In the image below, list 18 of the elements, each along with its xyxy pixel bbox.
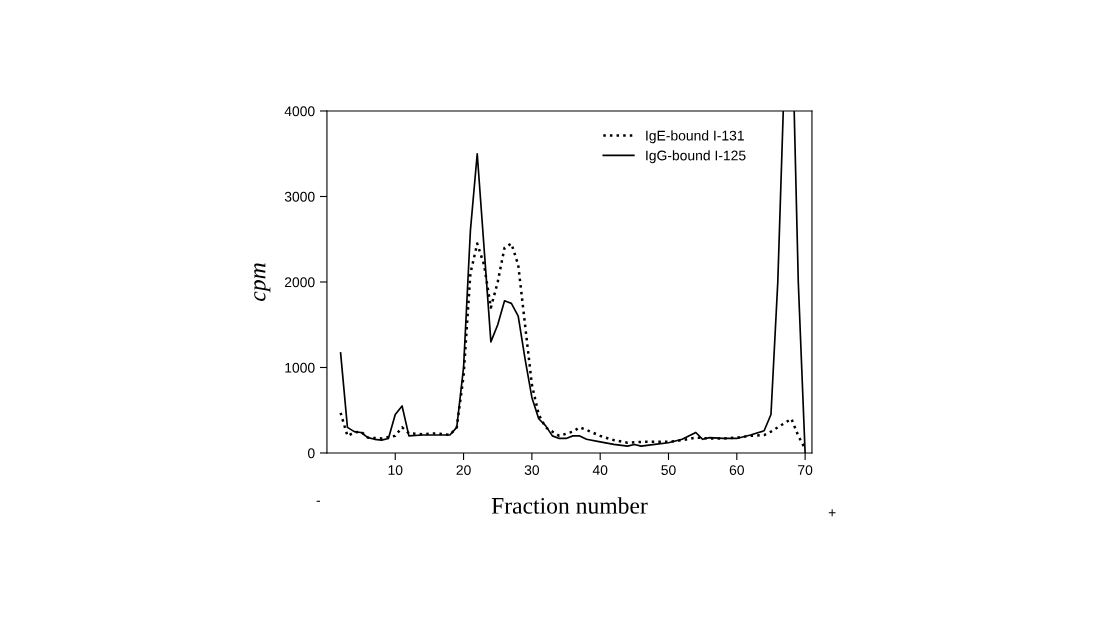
y-axis-title: cpm (254, 263, 271, 301)
x-tick-label: 30 (524, 465, 540, 475)
text: - (316, 500, 321, 502)
x-tick-label: 20 (456, 465, 471, 475)
y-tick-label: 4000 (284, 106, 315, 117)
y-tick-label: 3000 (284, 191, 315, 202)
y-tick-label: 2000 (284, 277, 315, 288)
y-tick-label: 1000 (285, 362, 315, 373)
x-axis-title: Fraction number (491, 497, 648, 514)
legend-label: IgG-bound I-125 (646, 150, 746, 164)
x-tick-label: 10 (388, 465, 403, 475)
x-tick-label: 60 (729, 465, 744, 475)
text: + (828, 509, 836, 517)
y-tick-label: 0 (307, 448, 315, 459)
x-tick-label: 50 (661, 465, 676, 475)
x-tick-label: 40 (592, 465, 608, 475)
legend-label: IgE-bound I-131 (646, 130, 744, 144)
x-tick-label: 70 (798, 465, 813, 475)
